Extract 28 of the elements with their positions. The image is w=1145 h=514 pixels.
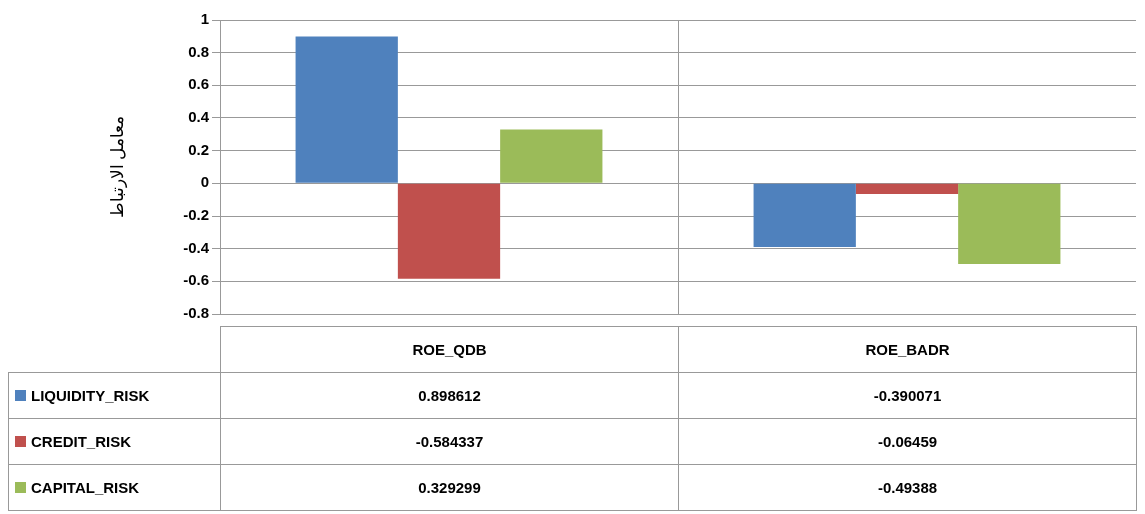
legend-label: CREDIT_RISK: [31, 433, 132, 450]
x-tick-label: ROE_BADR: [678, 326, 1137, 373]
y-tick-label: -0.8: [183, 304, 209, 322]
y-tick-label: -0.6: [183, 271, 209, 289]
data-label: -0.390071: [678, 372, 1137, 419]
data-label: 0.898612: [220, 372, 679, 419]
data-label: -0.49388: [678, 464, 1137, 511]
x-tick-label: ROE_QDB: [220, 326, 679, 373]
bar: [753, 183, 856, 248]
legend-label: LIQUIDITY_RISK: [31, 387, 150, 404]
legend-label: CAPITAL_RISK: [31, 479, 140, 496]
bar: [500, 129, 603, 183]
y-tick-label: 1: [200, 10, 209, 28]
y-tick-label: 0.4: [188, 108, 210, 126]
y-axis-title: معامل الارتباط: [107, 115, 128, 219]
y-tick-label: 0.2: [188, 140, 209, 158]
y-tick-label: -0.2: [183, 206, 209, 224]
data-label: -0.584337: [220, 418, 679, 465]
data-label: 0.329299: [220, 464, 679, 511]
y-tick-label: 0.6: [188, 75, 209, 93]
bar: [397, 183, 501, 279]
data-label: -0.06459: [678, 418, 1137, 465]
bar: [855, 183, 959, 194]
bar: [958, 183, 1061, 264]
y-tick-label: 0: [200, 173, 209, 191]
y-tick-label: 0.8: [188, 42, 209, 60]
bar: [295, 36, 398, 183]
y-tick-label: -0.4: [183, 238, 210, 256]
